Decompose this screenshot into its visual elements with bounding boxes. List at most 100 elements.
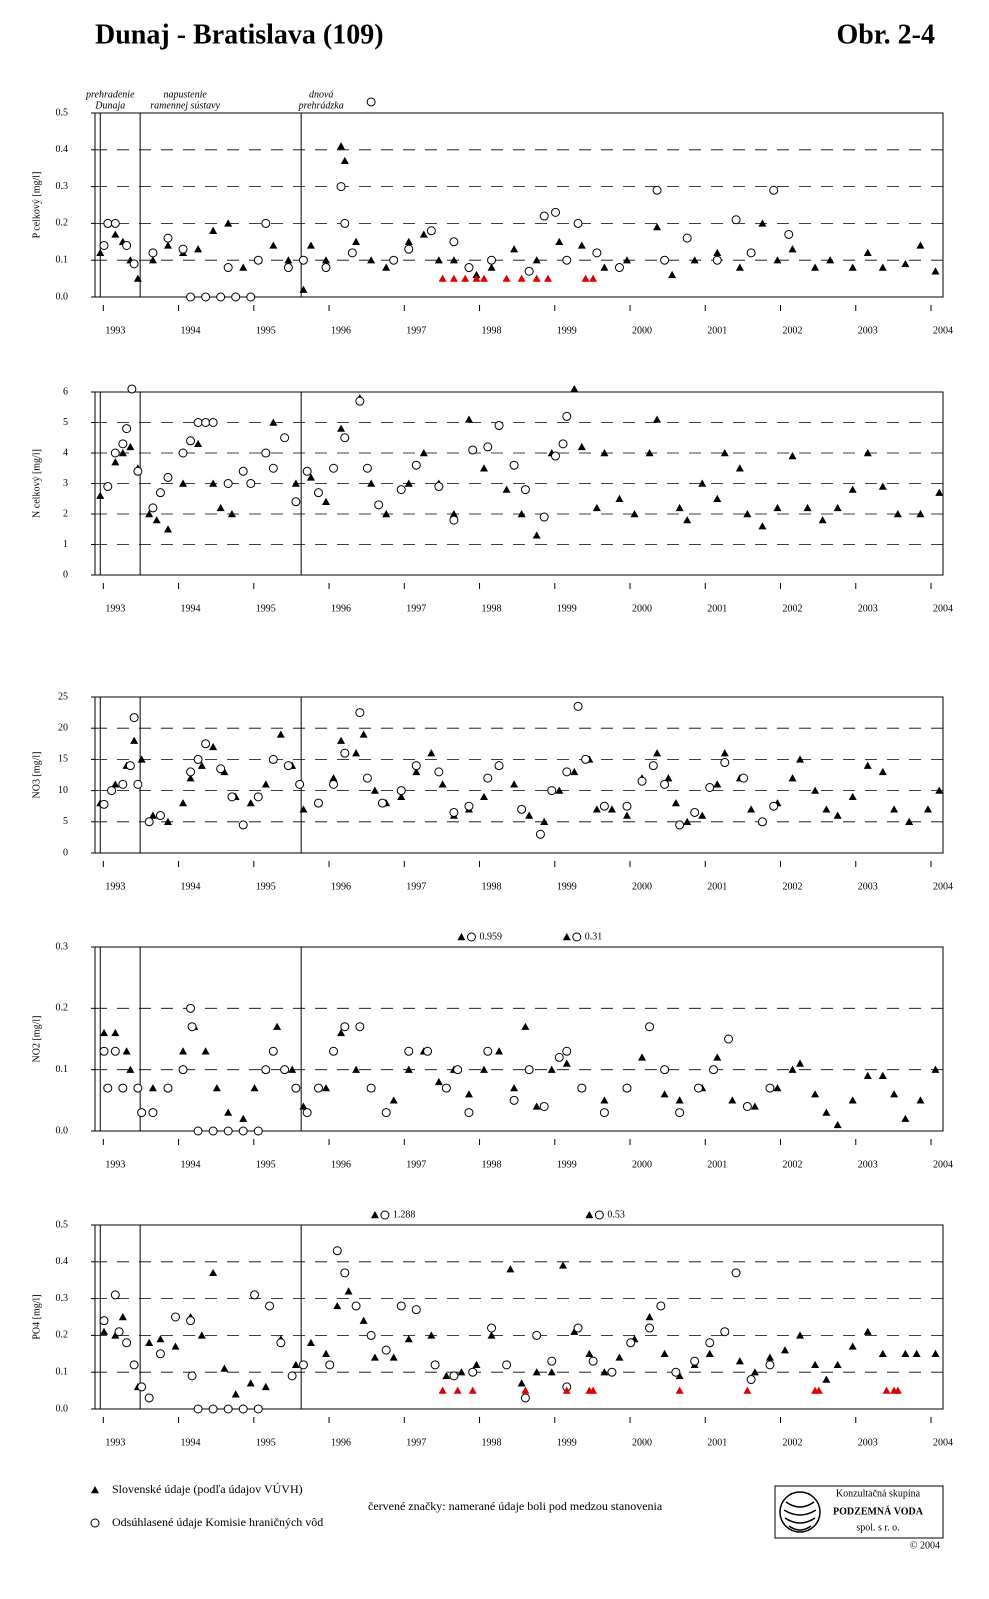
annotation-marker (562, 933, 571, 941)
data-point (890, 1090, 899, 1098)
data-point (340, 748, 350, 758)
data-point (366, 1330, 376, 1340)
data-point (208, 418, 218, 427)
data-point (313, 798, 323, 808)
data-point (660, 1065, 670, 1075)
data-point (713, 494, 722, 502)
annotation-marker (370, 1211, 379, 1219)
data-point (645, 449, 654, 457)
x-tick-label: 1997 (406, 1437, 426, 1448)
y-axis-label: N celkový [mg/l] (31, 449, 42, 518)
data-point (517, 510, 526, 518)
data-point (288, 1065, 297, 1073)
data-point (712, 255, 722, 265)
data-point (690, 1356, 700, 1366)
data-point (833, 1360, 842, 1369)
x-tick-label: 1993 (105, 603, 125, 614)
data-point (340, 1022, 350, 1032)
data-point (811, 263, 820, 271)
data-point (137, 1382, 147, 1392)
data-point (622, 256, 631, 264)
data-point (253, 255, 263, 265)
x-tick-label: 2000 (632, 1437, 652, 1448)
data-point (156, 1335, 165, 1343)
data-point (916, 510, 925, 518)
y-tick-label: 20 (58, 722, 68, 733)
data-point (735, 464, 744, 472)
data-point (735, 1357, 744, 1365)
data-point (129, 713, 139, 723)
data-point (103, 218, 113, 228)
data-point (148, 1108, 158, 1118)
data-point (916, 1096, 925, 1104)
data-point (848, 1342, 857, 1350)
data-point (381, 1345, 391, 1355)
y-tick-label: 0 (63, 847, 68, 858)
data-point (284, 256, 293, 264)
data-point (520, 1393, 530, 1403)
data-point (472, 274, 481, 282)
data-point (878, 263, 887, 271)
data-point (570, 767, 579, 776)
data-point (480, 1065, 489, 1073)
red-note: červené značky: namerané údaje boli pod … (368, 1499, 663, 1513)
data-point (550, 451, 560, 461)
data-point (562, 255, 572, 265)
data-point (197, 761, 206, 769)
x-tick-label: 2004 (933, 603, 953, 614)
event-label: dnová (309, 89, 333, 100)
x-tick-label: 1994 (181, 603, 201, 614)
x-tick-label: 2002 (783, 1437, 803, 1448)
data-point (246, 479, 256, 488)
data-point (449, 274, 458, 282)
data-point (615, 494, 624, 502)
y-tick-label: 0.5 (56, 107, 69, 118)
data-point (231, 1390, 240, 1398)
data-point (411, 761, 421, 771)
data-point (637, 776, 647, 786)
data-point (280, 433, 290, 443)
data-point (111, 1331, 120, 1339)
data-point (268, 754, 278, 764)
data-point (224, 1108, 233, 1116)
data-point (287, 1371, 297, 1381)
data-point (130, 736, 139, 744)
x-tick-label: 1999 (557, 1159, 577, 1170)
x-tick-label: 2001 (707, 325, 727, 336)
data-point (818, 516, 827, 524)
data-point (449, 510, 458, 518)
data-point (103, 482, 113, 492)
data-point (111, 458, 120, 466)
y-axis-label: PO4 [mg/l] (31, 1294, 42, 1339)
data-point (720, 449, 729, 457)
data-point (524, 1065, 534, 1075)
data-point (683, 516, 692, 524)
data-point (713, 248, 722, 257)
data-point (163, 817, 172, 825)
data-point (313, 488, 323, 498)
data-point (337, 736, 346, 744)
data-point (423, 1046, 433, 1056)
data-point (796, 755, 805, 763)
data-point (675, 1108, 685, 1118)
x-tick-label: 1998 (482, 1159, 502, 1170)
data-point (848, 792, 857, 801)
data-point (397, 792, 406, 801)
data-point (822, 1375, 831, 1383)
data-point (848, 1096, 857, 1104)
x-tick-label: 2003 (858, 325, 878, 336)
data-point (622, 811, 631, 819)
data-point (427, 749, 436, 757)
data-point (186, 436, 196, 446)
data-point (521, 1022, 530, 1030)
data-point (743, 1386, 752, 1394)
x-tick-label: 1993 (105, 325, 125, 336)
y-tick-label: 0.0 (56, 1125, 69, 1136)
data-point (333, 1301, 342, 1310)
logo-icon (779, 1491, 821, 1533)
data-point (453, 1065, 463, 1075)
data-point (344, 1287, 353, 1295)
data-point (916, 241, 925, 249)
annotation-marker (585, 1211, 594, 1219)
data-point (362, 463, 372, 473)
